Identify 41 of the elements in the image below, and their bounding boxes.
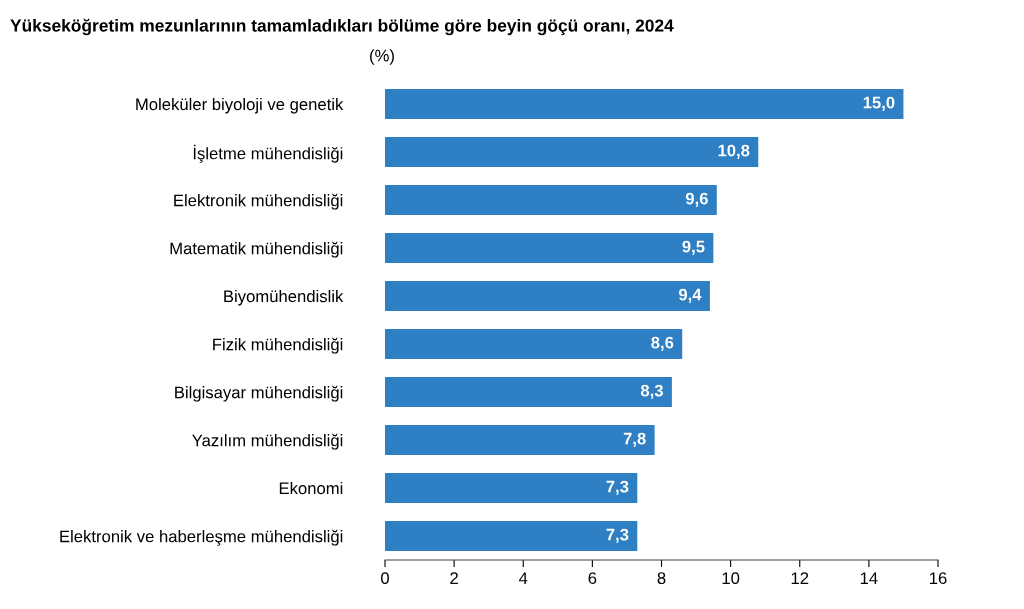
- bar: [385, 329, 683, 359]
- bar: [385, 281, 710, 311]
- x-tick-label: 6: [588, 572, 597, 585]
- data-label: 9,5: [682, 240, 705, 255]
- y-tick-label: Elektronik mühendisliği: [174, 193, 343, 210]
- y-tick-label: Matematik mühendisliği: [170, 241, 343, 258]
- bar: [385, 473, 638, 503]
- bar: [385, 377, 672, 407]
- bar: [385, 233, 714, 263]
- x-tick-label: 12: [791, 572, 809, 584]
- data-label: 7,3: [606, 528, 629, 543]
- x-tick-label: 16: [930, 572, 947, 585]
- bar: [385, 521, 638, 551]
- y-tick-label: İşletme mühendisliği: [193, 144, 343, 163]
- y-tick-label: Moleküler biyoloji ve genetik: [136, 97, 344, 114]
- x-tick-label: 0: [381, 572, 389, 585]
- data-label: 8,3: [640, 384, 663, 399]
- data-label: 10,8: [718, 144, 750, 159]
- x-tick-label: 10: [722, 572, 740, 585]
- x-tick-label: 14: [860, 572, 878, 584]
- y-tick-label: Fizik mühendisliği: [213, 337, 343, 354]
- data-label: 15,0: [863, 96, 895, 111]
- y-tick-label: Ekonomi: [279, 481, 343, 495]
- data-label: 7,8: [623, 432, 646, 447]
- x-tick-label: 8: [657, 572, 666, 585]
- data-label: 9,6: [685, 192, 708, 207]
- x-tick-label: 4: [519, 572, 528, 584]
- text: (%): [370, 49, 394, 65]
- bar: [385, 89, 904, 119]
- x-tick-label: 2: [450, 572, 458, 584]
- bar: [385, 137, 759, 167]
- data-label: 8,6: [651, 336, 674, 351]
- y-tick-label: Bilgisayar mühendisliği: [175, 385, 343, 402]
- y-tick-label: Yazılım mühendisliği: [192, 433, 343, 450]
- y-tick-label: Elektronik ve haberleşme mühendisliği: [60, 529, 343, 546]
- bar: [385, 185, 717, 215]
- chart-title: Yükseköğretim mezunlarının tamamladıkları bölüme göre beyin göçü oranı, 2024: [10, 18, 674, 36]
- bar: [385, 425, 655, 455]
- data-label: 7,3: [606, 480, 629, 495]
- data-label: 9,4: [678, 288, 702, 303]
- y-tick-label: Biyomühendislik: [224, 289, 344, 306]
